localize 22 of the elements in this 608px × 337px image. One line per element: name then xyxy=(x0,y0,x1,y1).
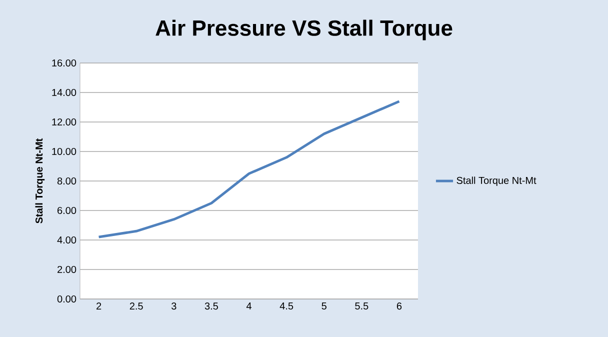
x-tick-label: 2.5 xyxy=(130,302,143,310)
y-tick-label: 8.00 xyxy=(57,177,76,185)
legend-label: Stall Torque Nt-Mt xyxy=(456,176,536,186)
x-tick-label: 5 xyxy=(322,302,326,310)
y-tick-label: 10.00 xyxy=(52,148,76,156)
y-tick-label: 12.00 xyxy=(52,118,76,126)
x-tick-label: 4 xyxy=(246,302,252,310)
y-tick-label: 2.00 xyxy=(58,266,76,274)
line-series xyxy=(98,100,400,238)
x-tick-label: 6 xyxy=(396,302,402,310)
x-tick-label: 2 xyxy=(96,302,102,310)
y-tick-label: 4.00 xyxy=(57,236,76,244)
x-tick-label: 4.5 xyxy=(280,302,294,310)
y-tick-label: 0.00 xyxy=(57,295,76,303)
x-tick-label: 5.5 xyxy=(355,302,368,310)
x-tick-label: 3 xyxy=(171,302,176,310)
y-tick-label: 6.00 xyxy=(58,206,76,214)
y-tick-label: 16.00 xyxy=(52,59,76,67)
y-axis-title: Stall Torque Nt-Mt xyxy=(35,138,45,224)
y-tick-label: 14.00 xyxy=(52,88,76,96)
chart-title: Air Pressure VS Stall Torque xyxy=(156,20,452,40)
x-tick-label: 3.5 xyxy=(204,302,218,310)
